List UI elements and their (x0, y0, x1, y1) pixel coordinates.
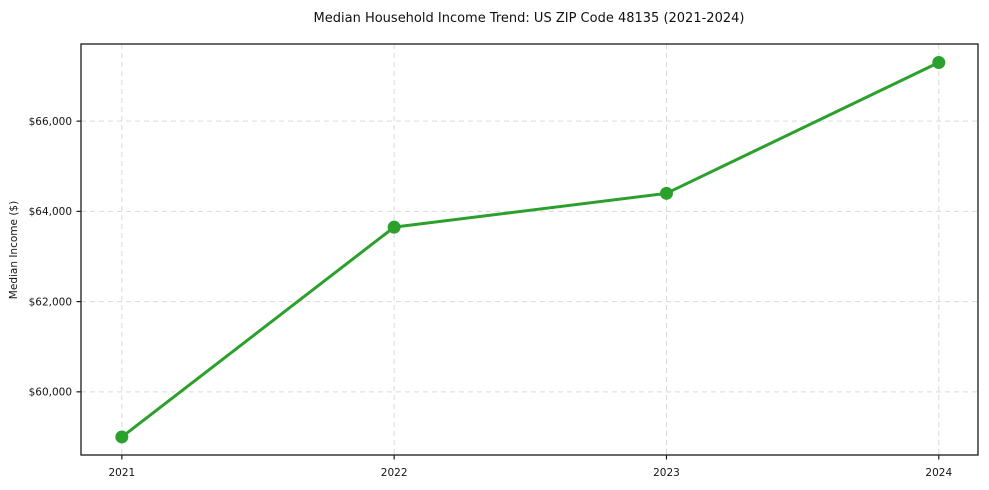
x-tick-label: 2021 (108, 467, 135, 479)
y-tick-label: $62,000 (29, 296, 72, 308)
y-tick-label: $64,000 (29, 206, 72, 218)
data-point-2021 (115, 430, 129, 444)
x-tick-label: 2023 (653, 467, 680, 479)
plot-border (80, 43, 979, 456)
y-axis-label: Median Income ($) (8, 201, 20, 299)
plot-area: 2021 2022 2023 2024 $60,000 $62,000 $64,000 $66… (29, 43, 979, 479)
y-tick-label: $66,000 (29, 116, 72, 128)
x-tick-label: 2024 (925, 467, 952, 479)
x-tick-label: 2022 (381, 467, 408, 479)
data-point-2022 (387, 220, 401, 234)
trend-line (120, 60, 941, 439)
data-point-2024 (932, 55, 946, 69)
data-point-2023 (659, 186, 673, 200)
y-tick-label: $60,000 (29, 387, 72, 399)
chart-title: Median Household Income Trend: US ZIP Co… (314, 11, 745, 26)
